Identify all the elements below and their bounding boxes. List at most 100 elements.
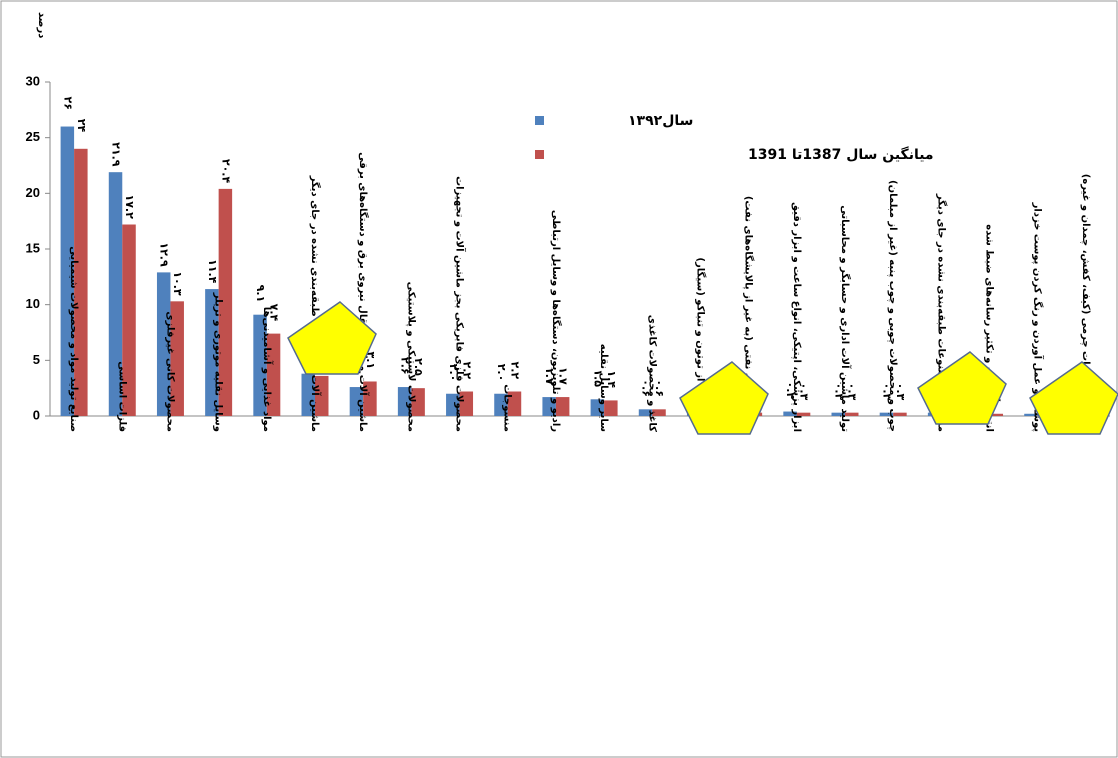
y-tick-label: 10	[26, 296, 40, 311]
x-tick-label: پوشاک و عمل آوردن و رنگ کردن پوست خزدار	[1032, 202, 1045, 433]
bar	[1024, 413, 1038, 416]
bar	[253, 314, 267, 416]
value-label: ۰.۳	[798, 383, 811, 401]
bar	[590, 399, 605, 416]
value-label: ۰.۳	[832, 383, 845, 401]
value-label: ۷.۴	[268, 304, 281, 322]
value-label: ۲.۵	[412, 358, 425, 376]
x-tick-label: سایر وسایل نقلیه	[598, 344, 609, 432]
value-label: ۰.۳	[894, 383, 907, 401]
x-tick-label: رادیو و تلویزیون، دستگاه‌ها و وسایل ارتب…	[550, 210, 563, 432]
x-tick-label: محصولات لاستیکی و پلاستیکی	[405, 282, 416, 432]
x-tick-label: مواد غذایی و آشامیدنی‌ها	[261, 307, 274, 432]
value-label: ۰.۶	[653, 379, 666, 397]
value-label: ۱.۵	[591, 369, 604, 387]
x-tick-label: محصولات فلزی فابریکی بجز ماشین آلات و تج…	[454, 176, 467, 432]
bar	[494, 393, 508, 416]
value-label: ۹.۱	[254, 285, 267, 303]
value-label: ۱۰.۳	[171, 271, 184, 296]
x-tick-label: فلزات اساسی	[116, 361, 127, 432]
bar	[170, 301, 184, 416]
legend-swatch	[535, 116, 544, 125]
highlight-shape	[679, 361, 769, 435]
value-label: ۲.۲	[508, 362, 521, 380]
bar	[397, 387, 412, 416]
value-label: ۲۰.۴	[219, 159, 232, 184]
x-tick-label: فرآورده‌های نفتی (به غیر از پالایشگاه‌ها…	[743, 196, 756, 432]
value-label: ۲۱.۹	[110, 142, 123, 167]
y-tick-label: 5	[33, 352, 40, 367]
legend-label: سال۱۳۹۲	[628, 113, 693, 129]
bar	[893, 412, 907, 416]
value-label: ۱۱.۴	[206, 259, 219, 284]
value-label: ۱.۷	[543, 367, 556, 385]
x-tick-label: چوب و محصولات چوبی و چوب پنبه (غیر از مب…	[887, 180, 898, 432]
x-tick-label: چرم و مصنوعات چرمی (کیف، کفش، چمدان و غی…	[1080, 174, 1091, 432]
y-tick-label: 30	[26, 73, 40, 88]
value-label: ۰.۳	[880, 383, 893, 401]
highlight-shape	[917, 351, 1007, 425]
bar	[542, 397, 556, 416]
value-label: ۲۶	[61, 97, 74, 110]
value-label: ۲.۶	[399, 357, 412, 375]
value-label: ۲۴	[75, 119, 88, 133]
value-label: ۰.۳	[846, 383, 859, 401]
value-label: ۰.۴	[784, 382, 797, 400]
bar	[122, 224, 136, 416]
bar	[604, 400, 618, 416]
x-tick-label: صنایع تولید مواد و محصولات شیمیایی	[68, 246, 79, 432]
bar	[108, 172, 123, 416]
x-tick-label: انتشار و چاپ و تکثیر رسانه‌های ضبط شده	[984, 224, 995, 432]
bar	[507, 391, 522, 416]
value-label: ۱.۴	[605, 370, 618, 388]
x-tick-label: کاغذ و محصولات کاغذی	[646, 315, 657, 432]
value-label: ۲.۲	[460, 362, 473, 380]
bar	[218, 188, 233, 416]
value-label: ۰.۶	[640, 379, 653, 397]
x-tick-label: منسوجات	[502, 384, 513, 432]
bar	[879, 412, 894, 416]
bar	[845, 412, 859, 416]
value-label: ۱۲.۹	[158, 242, 171, 267]
bar	[315, 375, 329, 416]
y-tick-label: 20	[26, 185, 40, 200]
bar	[60, 126, 75, 417]
bar	[796, 412, 811, 416]
bar	[156, 272, 171, 416]
bar	[74, 148, 88, 417]
legend: سال۱۳۹۲ میانگین سال 1387تا 1391	[535, 113, 934, 163]
bar	[266, 333, 281, 416]
x-tick-label: ماشین آلات و تجهیزات طبقه‌بندی نشده در ج…	[309, 175, 322, 432]
bar	[301, 373, 315, 416]
y-tick-label: 25	[26, 129, 40, 144]
bar	[411, 388, 425, 416]
bar	[363, 381, 377, 416]
highlight-shape	[287, 301, 377, 375]
legend-label: میانگین سال 1387تا 1391	[748, 146, 934, 163]
bar	[652, 409, 666, 416]
value-label: ۲.۰	[447, 364, 460, 382]
value-label: ۱.۷	[557, 367, 570, 385]
x-tick-label: ماشین آلات مولد و انتقال نیروی برق و دست…	[357, 152, 370, 432]
bar	[205, 289, 219, 416]
value-label: ۲.۰	[495, 364, 508, 382]
y-tick-label: 15	[26, 240, 40, 255]
bar	[783, 411, 797, 416]
x-tick-label: محصولات کانی غیرفلزی	[164, 311, 175, 432]
bar	[989, 413, 1004, 416]
legend-swatch	[535, 150, 544, 159]
bar	[459, 391, 474, 416]
value-label: ۳.۱	[364, 351, 377, 369]
bar	[349, 387, 364, 416]
bar	[638, 409, 653, 416]
value-label: ۱۷.۲	[123, 195, 136, 220]
bar	[555, 397, 570, 416]
highlight-shape	[1029, 361, 1118, 435]
x-tick-label: تولید ماشین آلات اداری و حسابگر و محاسبا…	[839, 205, 852, 432]
x-tick-label: ابزار پزشکی، اپتیکی، انواع ساعت و ابزار …	[791, 202, 802, 432]
bar	[446, 393, 460, 416]
x-tick-label: وسایل نقلیه موتوری و تریلر	[213, 292, 224, 432]
y-axis-label: درصد	[36, 12, 47, 38]
